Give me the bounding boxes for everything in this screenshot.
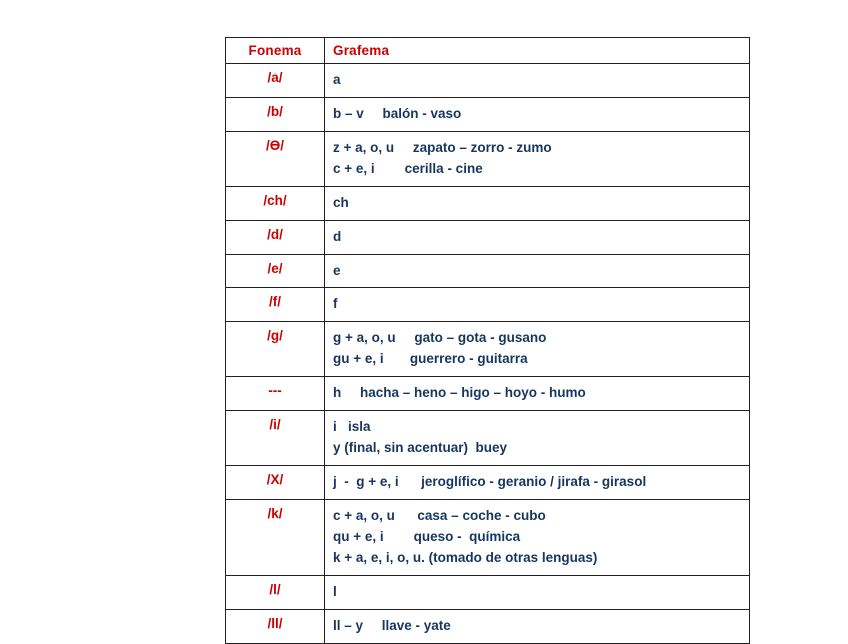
- cell-fonema: /g/: [225, 321, 325, 378]
- cell-fonema: /ll/: [225, 608, 325, 644]
- grafema-line: g + a, o, u gato – gota - gusano: [333, 330, 547, 346]
- cell-grafema: f: [324, 287, 750, 323]
- grafema-line: c + e, i cerilla - cine: [333, 160, 483, 176]
- table-row: /Ɵ/z + a, o, u zapato – zorro - zumo c + …: [225, 130, 750, 187]
- cell-fonema: /a/: [225, 63, 325, 98]
- grafema-line: f: [333, 296, 338, 312]
- grafema-line: c + a, o, u casa – coche - cubo: [333, 507, 546, 523]
- grafema-lines: a: [325, 64, 749, 97]
- column-header-fonema: Fonema: [225, 37, 325, 64]
- cell-grafema: i isla y (final, sin acentuar) buey: [324, 410, 750, 466]
- cell-fonema: /d/: [225, 219, 325, 255]
- grafema-lines: j - g + e, i jeroglífico - geranio / jir…: [325, 466, 749, 499]
- fonema-label: /l/: [269, 581, 281, 597]
- table-row: /a/a: [225, 63, 750, 98]
- fonema-label: /k/: [267, 505, 283, 521]
- cell-grafema: h hacha – heno – higo – hoyo - humo: [324, 376, 750, 412]
- grafema-lines: g + a, o, u gato – gota - gusano gu + e, …: [325, 322, 749, 376]
- cell-fonema: /l/: [225, 574, 325, 610]
- table-row: /g/g + a, o, u gato – gota - gusano gu + …: [225, 321, 750, 378]
- grafema-line: e: [333, 262, 341, 278]
- grafema-lines: d: [325, 221, 749, 254]
- grafema-line: k + a, e, i, o, u. (tomado de otras leng…: [333, 549, 598, 565]
- cell-grafema: b – v balón - vaso: [324, 96, 750, 132]
- cell-fonema: /Ɵ/: [225, 130, 325, 187]
- column-header-fonema-label: Fonema: [248, 43, 302, 58]
- fonema-label: /d/: [267, 226, 283, 242]
- fonema-label: /ch/: [263, 192, 287, 208]
- column-header-grafema: Grafema: [324, 37, 750, 64]
- grafema-lines: l: [325, 576, 749, 609]
- cell-grafema: e: [324, 253, 750, 289]
- grafema-line: d: [333, 228, 342, 244]
- grafema-line: a: [333, 72, 341, 87]
- cell-fonema: /i/: [225, 410, 325, 466]
- cell-grafema: d: [324, 219, 750, 255]
- grafema-lines: h hacha – heno – higo – hoyo - humo: [325, 377, 749, 410]
- cell-grafema: g + a, o, u gato – gota - gusano gu + e, …: [324, 321, 750, 378]
- grafema-lines: e: [325, 255, 749, 288]
- grafema-line: qu + e, i queso - química: [333, 528, 521, 544]
- cell-fonema: /ch/: [225, 185, 325, 221]
- phoneme-grapheme-table: Fonema Grafema/a/a/b/b – v balón - vaso/Ɵ…: [225, 37, 750, 644]
- cell-fonema: /X/: [225, 464, 325, 500]
- grafema-lines: ch: [325, 187, 749, 220]
- fonema-label: /e/: [267, 260, 283, 276]
- table-row: /d/d: [225, 219, 750, 255]
- grafema-line: z + a, o, u zapato – zorro - zumo: [333, 139, 552, 155]
- cell-grafema: l: [324, 574, 750, 610]
- table-row: --- h hacha – heno – higo – hoyo - humo: [225, 376, 750, 412]
- table-row: /l/l: [225, 574, 750, 610]
- grafema-lines: z + a, o, u zapato – zorro - zumo c + e, …: [325, 132, 749, 186]
- fonema-label: /a/: [267, 70, 283, 85]
- grafema-line: b – v balón - vaso: [333, 105, 462, 121]
- cell-grafema: a: [324, 63, 750, 98]
- cell-fonema: ---: [225, 376, 325, 412]
- grafema-lines: b – v balón - vaso: [325, 98, 749, 131]
- fonema-label: ---: [268, 383, 282, 399]
- grafema-line: ch: [333, 194, 349, 210]
- table-row: /X/j - g + e, i jeroglífico - geranio / …: [225, 464, 750, 500]
- fonema-label: /f/: [269, 294, 281, 310]
- fonema-label: /Ɵ/: [265, 137, 284, 153]
- cell-fonema: /b/: [225, 96, 325, 132]
- table-row: /ch/ch: [225, 185, 750, 221]
- fonema-label: /X/: [266, 471, 284, 487]
- grafema-lines: c + a, o, u casa – coche - cubo qu + e, i…: [325, 500, 749, 575]
- table-row: /k/c + a, o, u casa – coche - cubo qu + e…: [225, 498, 750, 576]
- fonema-label: /i/: [269, 417, 281, 433]
- table-header-row: Fonema Grafema: [225, 37, 750, 64]
- grafema-lines: i isla y (final, sin acentuar) buey: [325, 411, 749, 465]
- column-header-grafema-label: Grafema: [333, 43, 390, 58]
- table-row: /ll/ll – y llave - yate: [225, 608, 750, 644]
- fonema-label: /ll/: [267, 615, 283, 631]
- table-row: /b/b – v balón - vaso: [225, 96, 750, 132]
- table-row: /e/e: [225, 253, 750, 289]
- cell-grafema: ch: [324, 185, 750, 221]
- grafema-line: j - g + e, i jeroglífico - geranio / jir…: [333, 473, 647, 489]
- cell-fonema: /f/: [225, 287, 325, 323]
- cell-grafema: c + a, o, u casa – coche - cubo qu + e, i…: [324, 498, 750, 576]
- grafema-line: ll – y llave - yate: [333, 617, 451, 633]
- grafema-line: gu + e, i guerrero - guitarra: [333, 351, 528, 367]
- cell-grafema: ll – y llave - yate: [324, 608, 750, 644]
- cell-fonema: /k/: [225, 498, 325, 576]
- cell-fonema: /e/: [225, 253, 325, 289]
- grafema-lines: ll – y llave - yate: [325, 610, 749, 643]
- grafema-line: l: [333, 583, 337, 599]
- cell-grafema: j - g + e, i jeroglífico - geranio / jir…: [324, 464, 750, 500]
- grafema-line: h hacha – heno – higo – hoyo - humo: [333, 385, 586, 401]
- fonema-label: /b/: [267, 103, 283, 119]
- grafema-line: i isla: [333, 419, 371, 435]
- grafema-lines: f: [325, 288, 749, 321]
- cell-grafema: z + a, o, u zapato – zorro - zumo c + e, …: [324, 130, 750, 187]
- grafema-line: y (final, sin acentuar) buey: [333, 440, 508, 456]
- phoneme-grapheme-sheet: Fonema Grafema/a/a/b/b – v balón - vaso/Ɵ…: [225, 37, 750, 644]
- table-row: /i/i isla y (final, sin acentuar) buey: [225, 410, 750, 466]
- fonema-label: /g/: [267, 328, 283, 344]
- table-row: /f/f: [225, 287, 750, 323]
